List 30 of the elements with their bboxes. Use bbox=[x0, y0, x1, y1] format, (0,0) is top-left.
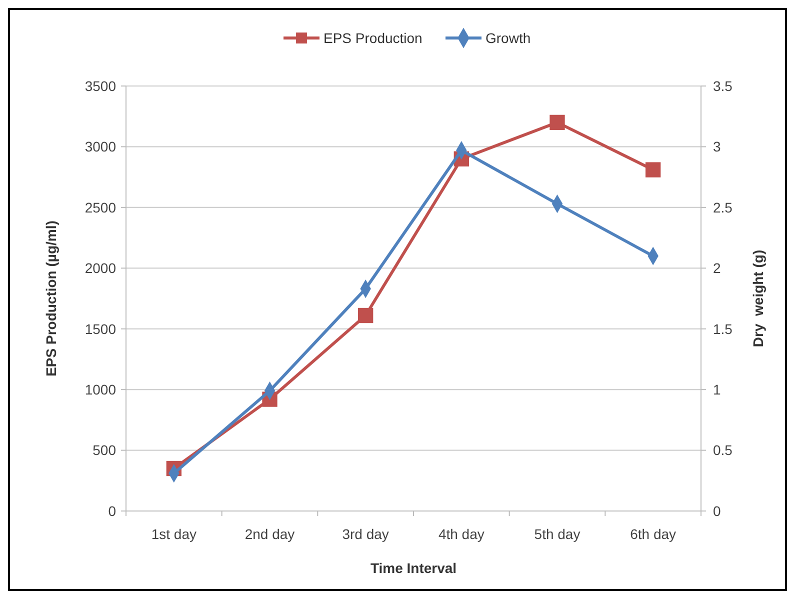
y-tick-label: 1500 bbox=[84, 320, 116, 337]
y2-tick-label: 0.5 bbox=[713, 442, 733, 458]
y2-axis-title: Dry weight (g) bbox=[750, 250, 766, 348]
y-tick-label: 3000 bbox=[84, 138, 116, 155]
x-tick-label: 4th day bbox=[438, 526, 484, 542]
y-tick-label: 2500 bbox=[84, 199, 116, 216]
x-tick-label: 1st day bbox=[151, 526, 196, 542]
legend-label: EPS Production bbox=[324, 30, 422, 46]
y2-tick-label: 2 bbox=[713, 260, 721, 276]
x-tick-label: 2nd day bbox=[244, 526, 295, 542]
point bbox=[646, 162, 661, 178]
x-axis-title: Time Interval bbox=[370, 560, 457, 576]
y-tick-label: 2000 bbox=[84, 260, 116, 276]
y2-tick-label: 3.5 bbox=[713, 78, 733, 94]
y2-tick-label: 2.5 bbox=[713, 199, 733, 216]
y2-tick-label: 1 bbox=[713, 381, 721, 398]
point bbox=[358, 308, 374, 324]
y2-tick-label: 0 bbox=[713, 502, 721, 519]
y-tick-label: 0 bbox=[108, 502, 116, 519]
legend-label: Growth bbox=[486, 30, 531, 46]
y-tick-label: 3500 bbox=[84, 78, 116, 94]
y2-tick-label: 1.5 bbox=[713, 320, 733, 337]
point bbox=[550, 114, 565, 130]
y-tick-label: 1000 bbox=[84, 381, 116, 398]
y-tick-label: 500 bbox=[92, 442, 116, 458]
x-tick-label: 5th day bbox=[534, 526, 580, 542]
y2-tick-label: 3 bbox=[713, 138, 721, 155]
x-tick-label: 3rd day bbox=[342, 526, 389, 542]
x-tick-label: 6th day bbox=[630, 526, 676, 542]
y-axis-title: EPS Production (µg/ml) bbox=[43, 220, 59, 376]
